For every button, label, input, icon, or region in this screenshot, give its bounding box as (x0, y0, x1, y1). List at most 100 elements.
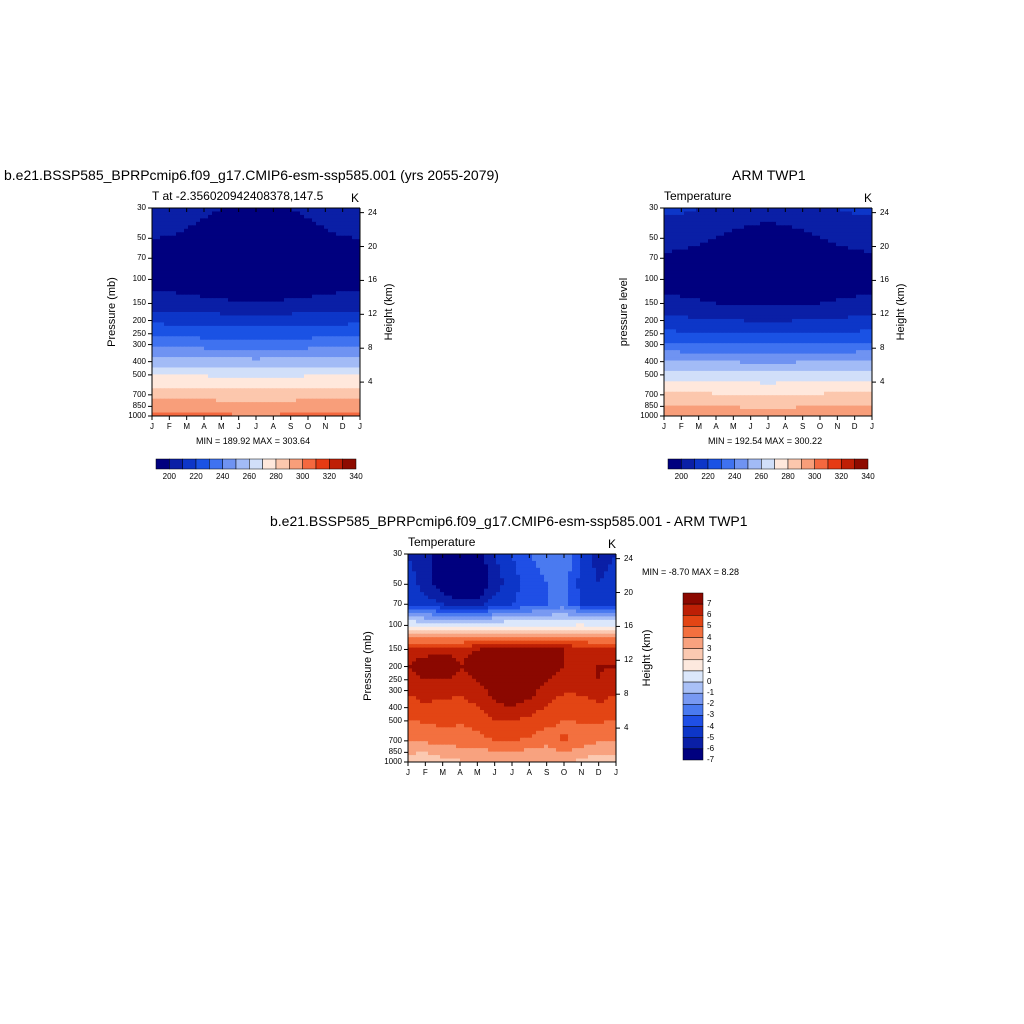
heatmap-cell (328, 332, 333, 337)
heatmap-cell (328, 260, 333, 265)
heatmap-cell (272, 377, 277, 382)
heatmap-cell (272, 225, 277, 230)
heatmap-cell (352, 287, 357, 292)
heatmap-cell (268, 280, 273, 285)
heatmap-cell (244, 339, 249, 344)
heatmap-cell (728, 318, 733, 323)
heatmap-cell (672, 298, 677, 303)
heatmap-cell (216, 332, 221, 337)
heatmap-cell (708, 270, 713, 275)
heatmap-cell (832, 256, 837, 261)
heatmap-cell (252, 225, 257, 230)
heatmap-cell (772, 253, 777, 258)
heatmap-cell (320, 315, 325, 320)
heatmap-cell (844, 312, 849, 317)
heatmap-cell (176, 211, 181, 216)
heatmap-cell (868, 225, 872, 230)
heatmap-cell (324, 364, 329, 369)
heatmap-cell (316, 301, 321, 306)
heatmap-cell (288, 287, 293, 292)
heatmap-cell (332, 325, 337, 330)
heatmap-cell (696, 221, 701, 226)
heatmap-cell (252, 367, 257, 372)
heatmap-cell (688, 266, 693, 271)
heatmap-cell (708, 325, 713, 330)
heatmap-cell (332, 239, 337, 244)
heatmap-cell (296, 388, 301, 393)
heatmap-cell (864, 294, 869, 299)
heatmap-cell (216, 398, 221, 403)
heatmap-cell (272, 329, 277, 334)
heatmap-cell (328, 318, 333, 323)
heatmap-cell (240, 221, 245, 226)
heatmap-cell (696, 208, 701, 213)
heatmap-cell (288, 246, 293, 251)
heatmap-cell (812, 242, 817, 247)
heatmap-cell (292, 346, 297, 351)
heatmap-cell (156, 367, 161, 372)
heatmap-cell (216, 218, 221, 223)
heatmap-cell (664, 308, 669, 313)
heatmap-cell (220, 343, 225, 348)
heatmap-cell (768, 301, 773, 306)
heatmap-cell (304, 263, 309, 268)
heatmap-cell (868, 235, 872, 240)
heatmap-cell (176, 246, 181, 251)
heatmap-cell (352, 225, 357, 230)
heatmap-cell (772, 246, 777, 251)
heatmap-cell (708, 246, 713, 251)
heatmap-cell (232, 384, 237, 389)
heatmap-cell (676, 273, 681, 278)
heatmap-cell (260, 284, 265, 289)
heatmap-cell (792, 315, 797, 320)
heatmap-cell (248, 218, 253, 223)
heatmap-cell (172, 377, 177, 382)
heatmap-cell (708, 208, 713, 213)
heatmap-cell (168, 374, 173, 379)
heatmap-cell (328, 409, 333, 414)
heatmap-cell (252, 398, 257, 403)
heatmap-cell (308, 260, 313, 265)
heatmap-cell (288, 249, 293, 254)
heatmap-cell (864, 249, 869, 254)
heatmap-cell (236, 232, 241, 237)
heatmap-cell (272, 357, 277, 362)
heatmap-cell (164, 221, 169, 226)
heatmap-cell (824, 294, 829, 299)
heatmap-cell (180, 312, 185, 317)
heatmap-cell (248, 291, 253, 296)
heatmap-cell (204, 211, 209, 216)
heatmap-cell (664, 315, 669, 320)
heatmap-cell (264, 280, 269, 285)
heatmap-cell (300, 253, 305, 258)
heatmap-cell (836, 249, 841, 254)
heatmap-cell (348, 336, 353, 341)
heatmap-cell (820, 260, 825, 265)
heatmap-cell (756, 218, 761, 223)
heatmap-cell (808, 322, 813, 327)
heatmap-cell (284, 270, 289, 275)
heatmap-cell (316, 329, 321, 334)
heatmap-cell (296, 277, 301, 282)
heatmap-cell (820, 239, 825, 244)
heatmap-cell (724, 214, 729, 219)
heatmap-cell (184, 318, 189, 323)
heatmap-cell (168, 291, 173, 296)
heatmap-cell (248, 301, 253, 306)
heatmap-cell (156, 218, 161, 223)
heatmap-cell (236, 402, 241, 407)
heatmap-cell (784, 270, 789, 275)
heatmap-cell (212, 273, 217, 278)
heatmap-cell (832, 218, 837, 223)
heatmap-cell (800, 318, 805, 323)
heatmap-cell (760, 256, 765, 261)
heatmap-cell (296, 332, 301, 337)
heatmap-cell (268, 398, 273, 403)
model-heatmap (152, 208, 360, 416)
heatmap-cell (276, 291, 281, 296)
heatmap-cell (264, 405, 269, 410)
heatmap-cell (724, 253, 729, 258)
heatmap-cell (840, 308, 845, 313)
heatmap-cell (224, 263, 229, 268)
heatmap-cell (764, 325, 769, 330)
